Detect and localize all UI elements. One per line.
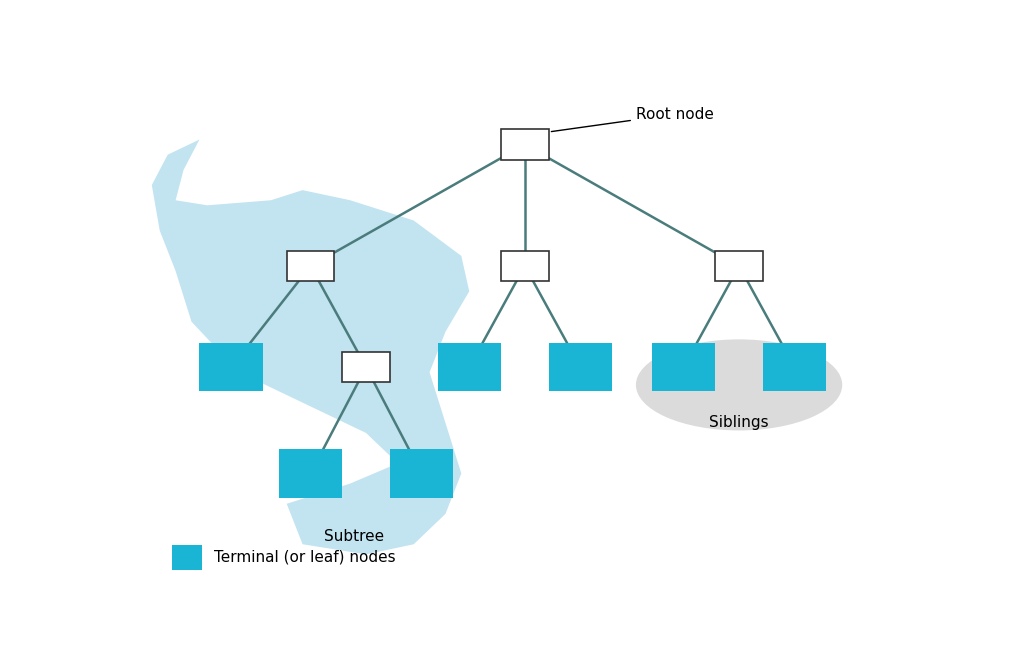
FancyBboxPatch shape [390, 449, 454, 498]
Text: Root node: Root node [551, 106, 714, 131]
Text: Subtree: Subtree [325, 529, 384, 544]
FancyBboxPatch shape [501, 251, 549, 281]
FancyBboxPatch shape [342, 352, 390, 382]
Polygon shape [152, 139, 469, 555]
FancyBboxPatch shape [200, 343, 263, 392]
Text: Siblings: Siblings [710, 415, 769, 430]
FancyBboxPatch shape [279, 449, 342, 498]
Text: Terminal (or leaf) nodes: Terminal (or leaf) nodes [214, 550, 395, 565]
Ellipse shape [636, 340, 842, 430]
FancyBboxPatch shape [549, 343, 612, 392]
FancyBboxPatch shape [715, 251, 763, 281]
FancyBboxPatch shape [763, 343, 826, 392]
FancyBboxPatch shape [651, 343, 715, 392]
FancyBboxPatch shape [501, 129, 549, 160]
FancyBboxPatch shape [437, 343, 501, 392]
FancyBboxPatch shape [172, 545, 202, 570]
FancyBboxPatch shape [287, 251, 334, 281]
